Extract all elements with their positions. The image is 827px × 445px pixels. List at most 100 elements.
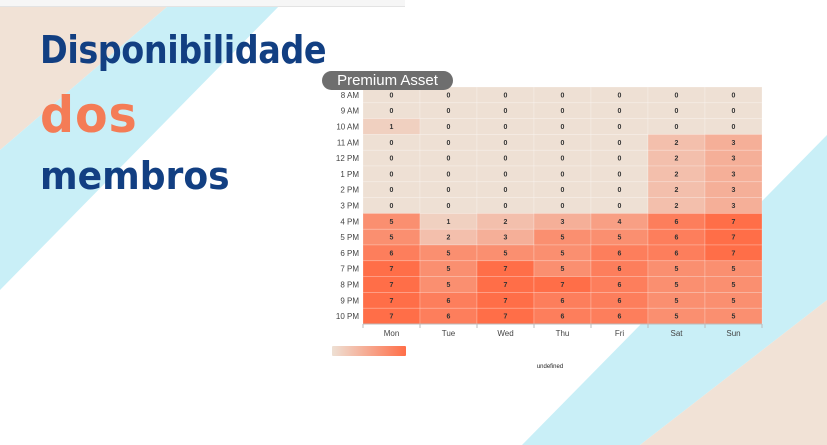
cell-value-label: 7	[504, 314, 508, 321]
cell-value-label: 6	[561, 314, 565, 321]
legend-gradient-bar	[332, 346, 406, 356]
title-disponibilidade: Disponibilidade	[40, 28, 327, 72]
cell-value-label: 7	[732, 219, 736, 226]
cell-value-label: 2	[675, 187, 679, 194]
cell-value-label: 0	[561, 124, 565, 131]
cell-value-label: 0	[504, 124, 508, 131]
cell-value-label: 0	[732, 108, 736, 115]
cell-value-label: 2	[675, 140, 679, 147]
cell-value-label: 3	[504, 235, 508, 242]
cell-value-label: 7	[504, 298, 508, 305]
cell-value-label: 2	[675, 203, 679, 210]
cell-value-label: 0	[447, 203, 451, 210]
cell-value-label: 6	[675, 235, 679, 242]
cell-value-label: 7	[732, 250, 736, 257]
cell-value-label: 6	[390, 250, 394, 257]
x-tick-label: Mon	[384, 329, 400, 338]
y-tick-label: 3 PM	[340, 202, 359, 211]
cell-value-label: 0	[447, 92, 451, 99]
cell-value-label: 1	[390, 124, 394, 131]
cell-value-label: 5	[675, 314, 679, 321]
cell-value-label: 0	[618, 92, 622, 99]
cell-value-label: 5	[732, 266, 736, 273]
cell-value-label: 6	[618, 282, 622, 289]
y-tick-label: 8 AM	[341, 91, 360, 100]
cell-value-label: 2	[504, 219, 508, 226]
cell-value-label: 0	[618, 108, 622, 115]
beige-stripe-right	[640, 300, 827, 445]
cell-value-label: 3	[732, 156, 736, 163]
cell-value-label: 7	[390, 314, 394, 321]
x-tick-label: Thu	[556, 329, 570, 338]
cell-value-label: 6	[618, 314, 622, 321]
cell-value-label: 4	[618, 219, 622, 226]
cell-value-label: 5	[390, 219, 394, 226]
legend-label: undefined	[537, 364, 563, 370]
heatmap-cell	[704, 260, 763, 277]
cell-value-label: 6	[447, 298, 451, 305]
cell-value-label: 3	[732, 203, 736, 210]
y-tick-label: 11 AM	[337, 138, 359, 147]
y-tick-label: 7 PM	[340, 265, 359, 274]
cell-value-label: 2	[675, 171, 679, 178]
cell-value-label: 6	[618, 266, 622, 273]
cell-value-label: 6	[618, 298, 622, 305]
cell-value-label: 0	[390, 187, 394, 194]
y-tick-label: 10 AM	[336, 123, 359, 132]
cell-value-label: 0	[561, 187, 565, 194]
cell-value-label: 0	[675, 108, 679, 115]
cell-value-label: 7	[504, 266, 508, 273]
cell-value-label: 5	[561, 250, 565, 257]
cell-value-label: 0	[675, 92, 679, 99]
cell-value-label: 0	[618, 156, 622, 163]
cell-value-label: 0	[504, 92, 508, 99]
cell-value-label: 3	[732, 140, 736, 147]
cell-value-label: 0	[447, 156, 451, 163]
cell-value-label: 0	[675, 124, 679, 131]
y-tick-label: 9 PM	[340, 296, 359, 305]
y-tick-label: 2 PM	[340, 186, 359, 195]
cell-value-label: 0	[561, 140, 565, 147]
cell-value-label: 0	[390, 92, 394, 99]
cell-value-label: 0	[447, 108, 451, 115]
cell-value-label: 0	[390, 156, 394, 163]
cell-value-label: 0	[504, 156, 508, 163]
y-tick-label: 10 PM	[336, 312, 359, 321]
cyan-stripe-left	[0, 0, 285, 290]
cell-value-label: 0	[561, 108, 565, 115]
cell-value-label: 0	[447, 171, 451, 178]
cell-value-label: 6	[561, 298, 565, 305]
cell-value-label: 5	[561, 266, 565, 273]
y-tick-label: 4 PM	[340, 217, 359, 226]
cell-value-label: 0	[561, 203, 565, 210]
cell-value-label: 0	[618, 140, 622, 147]
cell-value-label: 0	[618, 203, 622, 210]
cell-value-label: 0	[504, 108, 508, 115]
cell-value-label: 5	[447, 282, 451, 289]
cell-value-label: 5	[732, 314, 736, 321]
cell-value-label: 0	[732, 92, 736, 99]
cell-value-label: 0	[732, 124, 736, 131]
cell-value-label: 0	[561, 156, 565, 163]
cell-value-label: 0	[390, 108, 394, 115]
premium-asset-badge: Premium Asset	[322, 71, 453, 90]
cell-value-label: 0	[390, 140, 394, 147]
x-tick-label: Sun	[726, 329, 740, 338]
cell-value-label: 5	[561, 235, 565, 242]
x-tick-label: Wed	[497, 329, 513, 338]
cell-value-label: 7	[561, 282, 565, 289]
cell-value-label: 1	[447, 219, 451, 226]
cell-value-label: 0	[561, 92, 565, 99]
cell-value-label: 2	[447, 235, 451, 242]
cell-value-label: 6	[675, 219, 679, 226]
x-tick-label: Fri	[615, 329, 625, 338]
cell-value-label: 5	[504, 250, 508, 257]
x-tick-label: Tue	[442, 329, 456, 338]
cell-value-label: 0	[618, 187, 622, 194]
cell-value-label: 0	[447, 140, 451, 147]
cell-value-label: 5	[675, 266, 679, 273]
cell-value-label: 2	[675, 156, 679, 163]
y-tick-label: 9 AM	[341, 107, 360, 116]
cell-value-label: 6	[618, 250, 622, 257]
